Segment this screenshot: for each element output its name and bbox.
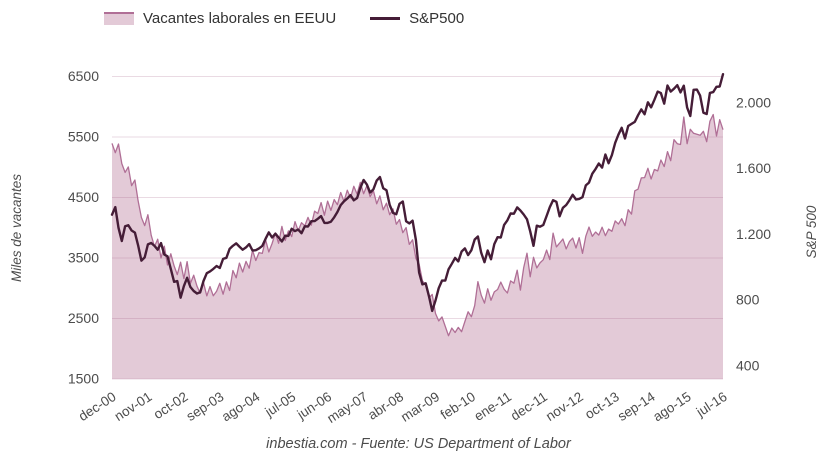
left-tick-label: 2500 [68,310,99,326]
left-tick-label: 4500 [68,189,99,205]
legend-item-sp500: S&P500 [370,10,464,27]
right-tick-label: 2.000 [736,94,771,110]
x-tick-label: ene-11 [471,389,514,424]
left-axis-title: Miles de vacantes [9,174,24,282]
x-tick-label: abr-08 [365,389,406,423]
x-tick-label: ago-15 [650,389,693,424]
x-tick-label: jul-05 [262,389,299,420]
right-tick-label: 1.200 [736,226,771,242]
x-tick-label: nov-01 [112,389,155,424]
right-tick-label: 800 [736,292,760,308]
right-axis-title: S&P 500 [804,205,819,258]
vacancies-area [112,114,723,379]
area-series-swatch-icon [104,12,134,25]
x-tick-label: oct-13 [582,389,622,422]
plot-area [110,72,725,380]
sp500-line [110,72,725,313]
legend-label-sp500: S&P500 [409,10,465,27]
source-caption: inbestia.com - Fuente: US Department of … [266,436,571,452]
legend-label-vacancies: Vacantes laborales en EEUU [143,10,337,27]
left-tick-label: 5500 [68,129,99,145]
x-tick-label: jul-16 [693,389,730,420]
chart-svg: 6500 5500 4500 3500 2500 1500 2.000 1.600 1.200 8… [9,68,819,426]
x-tick-label: dec-00 [76,389,119,424]
left-tick-label: 1500 [68,371,99,387]
x-tick-label: sep-14 [615,389,658,424]
x-tick-label: ago-04 [219,389,263,425]
legend-item-vacancies: Vacantes laborales en EEUU [104,10,336,27]
x-tick-label: mar-09 [398,389,442,425]
x-tick-label: sep-03 [184,389,227,424]
left-tick-label: 6500 [68,68,99,84]
line-series-swatch-icon [370,17,401,20]
x-tick-label: oct-02 [151,389,191,422]
x-tick-label: feb-10 [438,389,478,422]
chart-legend: Vacantes laborales en EEUU S&P500 [104,10,464,27]
left-tick-label: 3500 [68,250,99,266]
x-tick-label: nov-12 [543,389,586,424]
x-tick-label: may-07 [324,389,370,426]
x-tick-label: dec-11 [508,389,550,424]
right-tick-label: 1.600 [736,160,771,176]
right-tick-label: 400 [736,358,760,374]
